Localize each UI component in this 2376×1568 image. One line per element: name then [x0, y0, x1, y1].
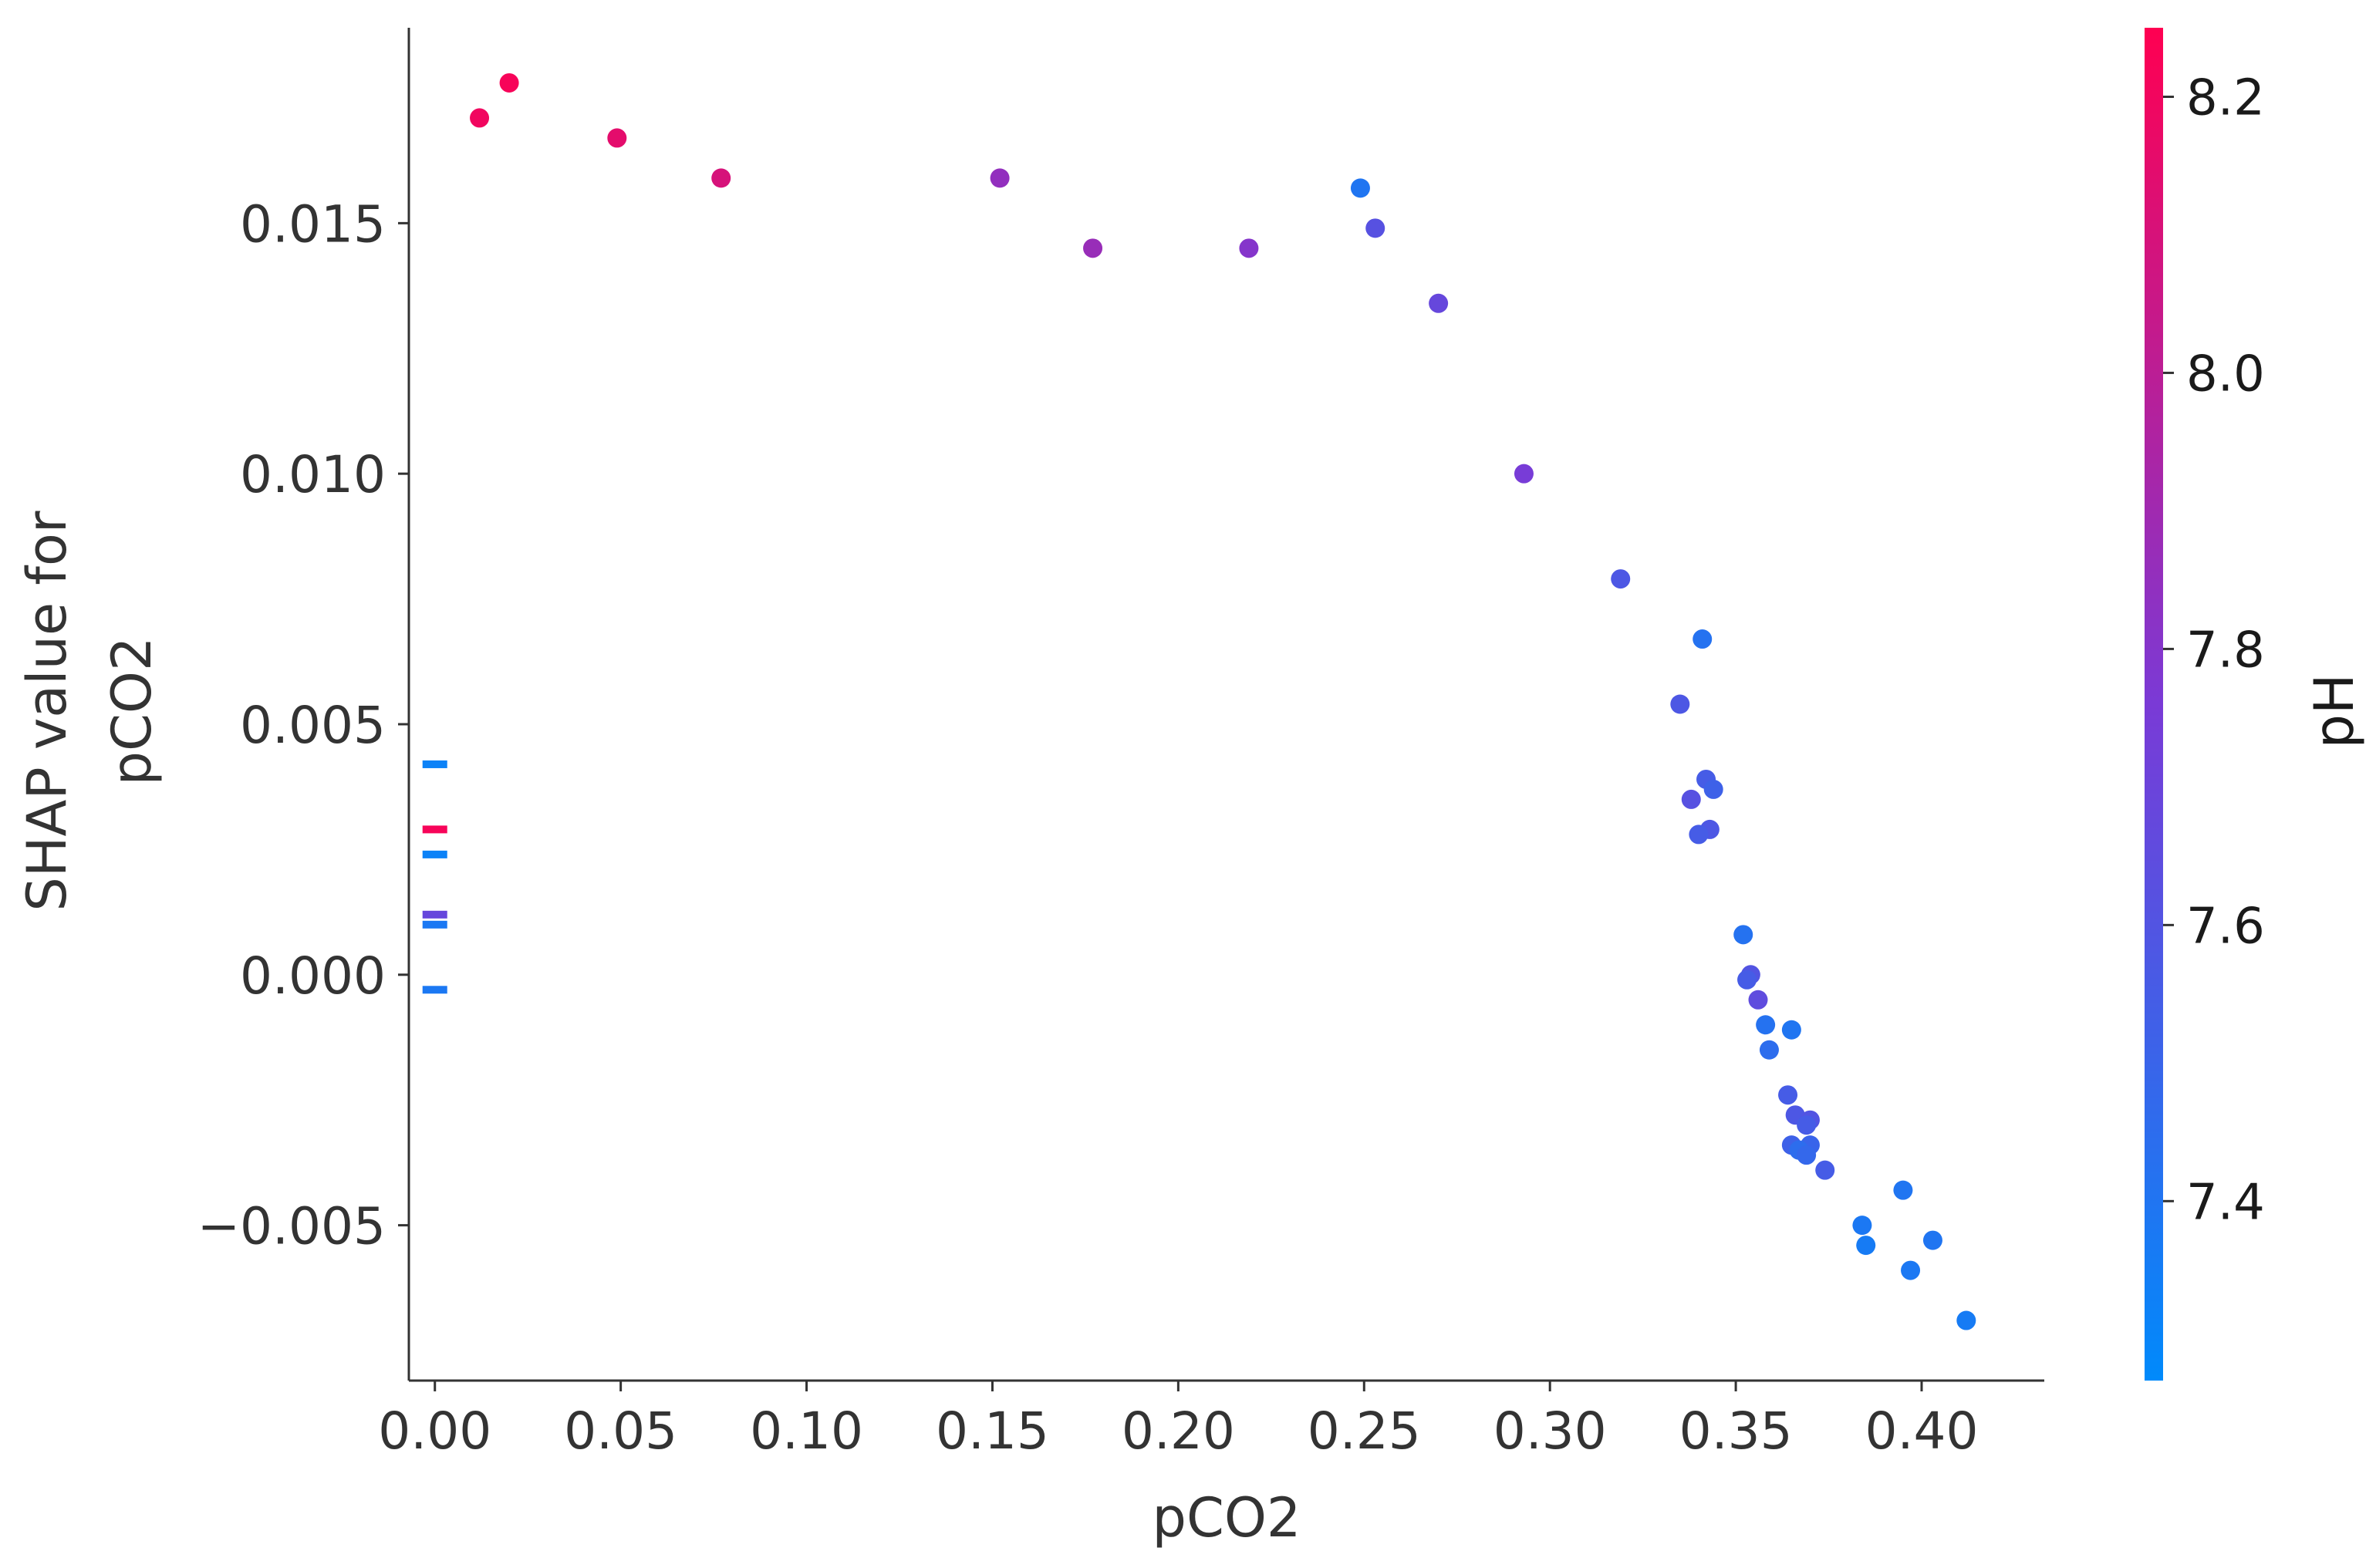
y-tick-label: 0.000: [240, 946, 386, 1006]
scatter-point: [1815, 1160, 1835, 1180]
colorbar-tick-label: 7.4: [2186, 1174, 2265, 1231]
x-tick-label: 0.20: [1122, 1401, 1235, 1461]
colorbar-tick-label: 7.8: [2186, 622, 2265, 679]
scatter-point: [1681, 789, 1701, 809]
y-tick-label: −0.005: [197, 1197, 386, 1256]
x-tick-label: 0.30: [1493, 1401, 1607, 1461]
y-tick-label: 0.010: [240, 445, 386, 504]
zero-marker: [422, 850, 447, 858]
scatter-point: [1737, 969, 1757, 990]
zero-marker: [422, 760, 447, 768]
scatter-point: [1365, 218, 1385, 238]
zero-value-markers: [422, 760, 447, 994]
zero-marker: [422, 986, 447, 994]
scatter-point: [1922, 1230, 1942, 1250]
scatter-point: [1797, 1145, 1817, 1165]
scatter-point: [1350, 178, 1370, 198]
x-tick-label: 0.15: [936, 1401, 1049, 1461]
x-axis-label: pCO2: [1153, 1486, 1301, 1549]
scatter-point: [1856, 1236, 1876, 1256]
scatter-point: [1781, 1020, 1801, 1040]
scatter-point: [1893, 1180, 1913, 1200]
x-tick-label: 0.40: [1865, 1401, 1979, 1461]
zero-marker: [422, 910, 447, 919]
colorbar-tick-label: 7.6: [2186, 898, 2265, 955]
scatter-point: [1756, 1015, 1776, 1035]
x-axis-ticks: 0.00 0.05 0.10 0.15 0.20 0.25 0.30 0.35 0.40: [378, 1381, 1978, 1461]
colorbar-ticks: 7.4 7.6 7.8 8.0 8.2: [2163, 69, 2265, 1231]
scatter-point: [1797, 1115, 1817, 1135]
x-tick-label: 0.10: [750, 1401, 863, 1461]
scatter-point: [990, 168, 1010, 188]
scatter-point: [1689, 824, 1709, 845]
scatter-point: [499, 72, 519, 93]
scatter-point: [1901, 1260, 1921, 1280]
scatter-point: [1670, 694, 1690, 714]
x-tick-label: 0.00: [378, 1401, 491, 1461]
scatter-point: [470, 108, 490, 128]
colorbar-label: pH: [2303, 673, 2366, 748]
scatter-point: [1703, 779, 1723, 799]
scatter-point: [1733, 925, 1753, 945]
colorbar-tick-label: 8.0: [2186, 346, 2265, 403]
x-tick-label: 0.35: [1679, 1401, 1793, 1461]
scatter-point: [711, 168, 731, 188]
colorbar: [2145, 28, 2163, 1381]
scatter-point: [607, 128, 627, 148]
scatter-point: [1611, 569, 1631, 589]
scatter-point: [1239, 238, 1259, 258]
scatter-point: [1759, 1040, 1779, 1060]
zero-marker: [422, 920, 447, 929]
y-axis-ticks: −0.005 0.000 0.005 0.010 0.015: [197, 194, 409, 1256]
scatter-point: [1083, 238, 1103, 258]
scatter-points: [470, 72, 1976, 1330]
x-tick-label: 0.25: [1308, 1401, 1421, 1461]
x-tick-label: 0.05: [564, 1401, 677, 1461]
scatter-point: [1693, 629, 1713, 649]
y-tick-label: 0.005: [240, 696, 386, 755]
y-axis-label-line-2: pCO2: [100, 637, 164, 786]
scatter-point: [1748, 990, 1768, 1010]
y-tick-label: 0.015: [240, 194, 386, 254]
scatter-point: [1514, 464, 1534, 484]
scatter-point: [1429, 293, 1449, 313]
scatter-point: [1956, 1310, 1976, 1330]
scatter-point: [1778, 1085, 1798, 1105]
scatter-point: [1852, 1216, 1872, 1236]
colorbar-tick-label: 8.2: [2186, 69, 2265, 126]
y-axis-label-line-1: SHAP value for: [15, 511, 79, 911]
zero-marker: [422, 825, 447, 834]
